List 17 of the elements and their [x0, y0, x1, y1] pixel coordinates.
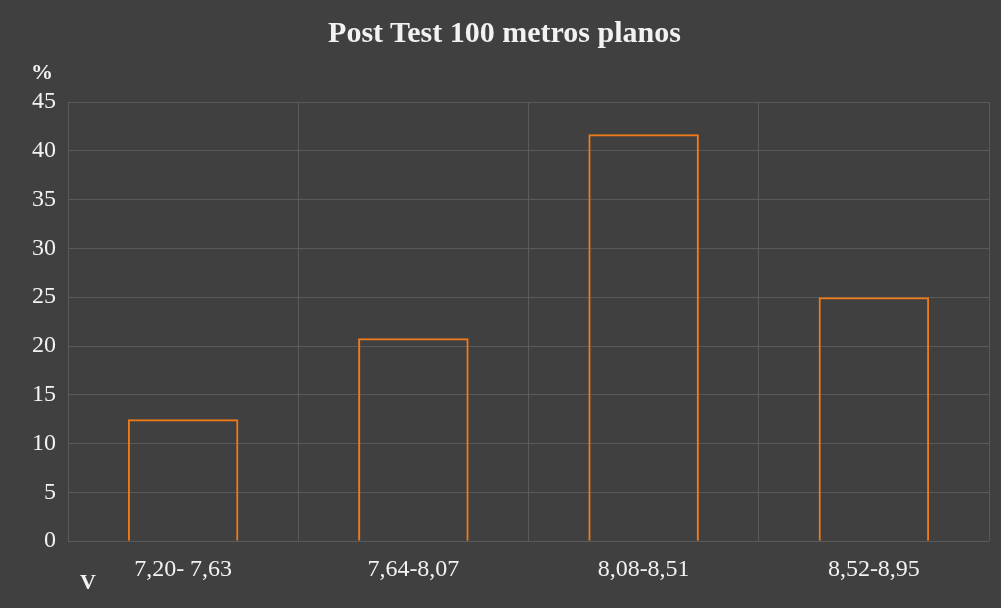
y-tick-label: 45	[32, 87, 56, 114]
chart-title: Post Test 100 metros planos	[328, 14, 681, 48]
x-tick-label: 8,08-8,51	[597, 554, 690, 581]
y-tick-label: 10	[32, 428, 56, 455]
y-axis-title: %	[31, 58, 53, 84]
x-axis-title: V	[80, 568, 97, 594]
y-tick-label: 20	[32, 331, 56, 358]
y-tick-label: 5	[44, 477, 56, 504]
x-tick-label: 8,52-8,95	[827, 554, 920, 581]
y-tick-label: 30	[32, 233, 56, 260]
y-tick-label: 0	[44, 526, 56, 553]
y-tick-label: 15	[32, 380, 56, 407]
x-tick-label: 7,64-8,07	[367, 554, 460, 581]
y-tick-label: 40	[32, 136, 56, 163]
y-tick-label: 25	[32, 282, 56, 309]
x-tick-label: 7,20- 7,63	[134, 554, 233, 581]
y-tick-label: 35	[32, 184, 56, 211]
